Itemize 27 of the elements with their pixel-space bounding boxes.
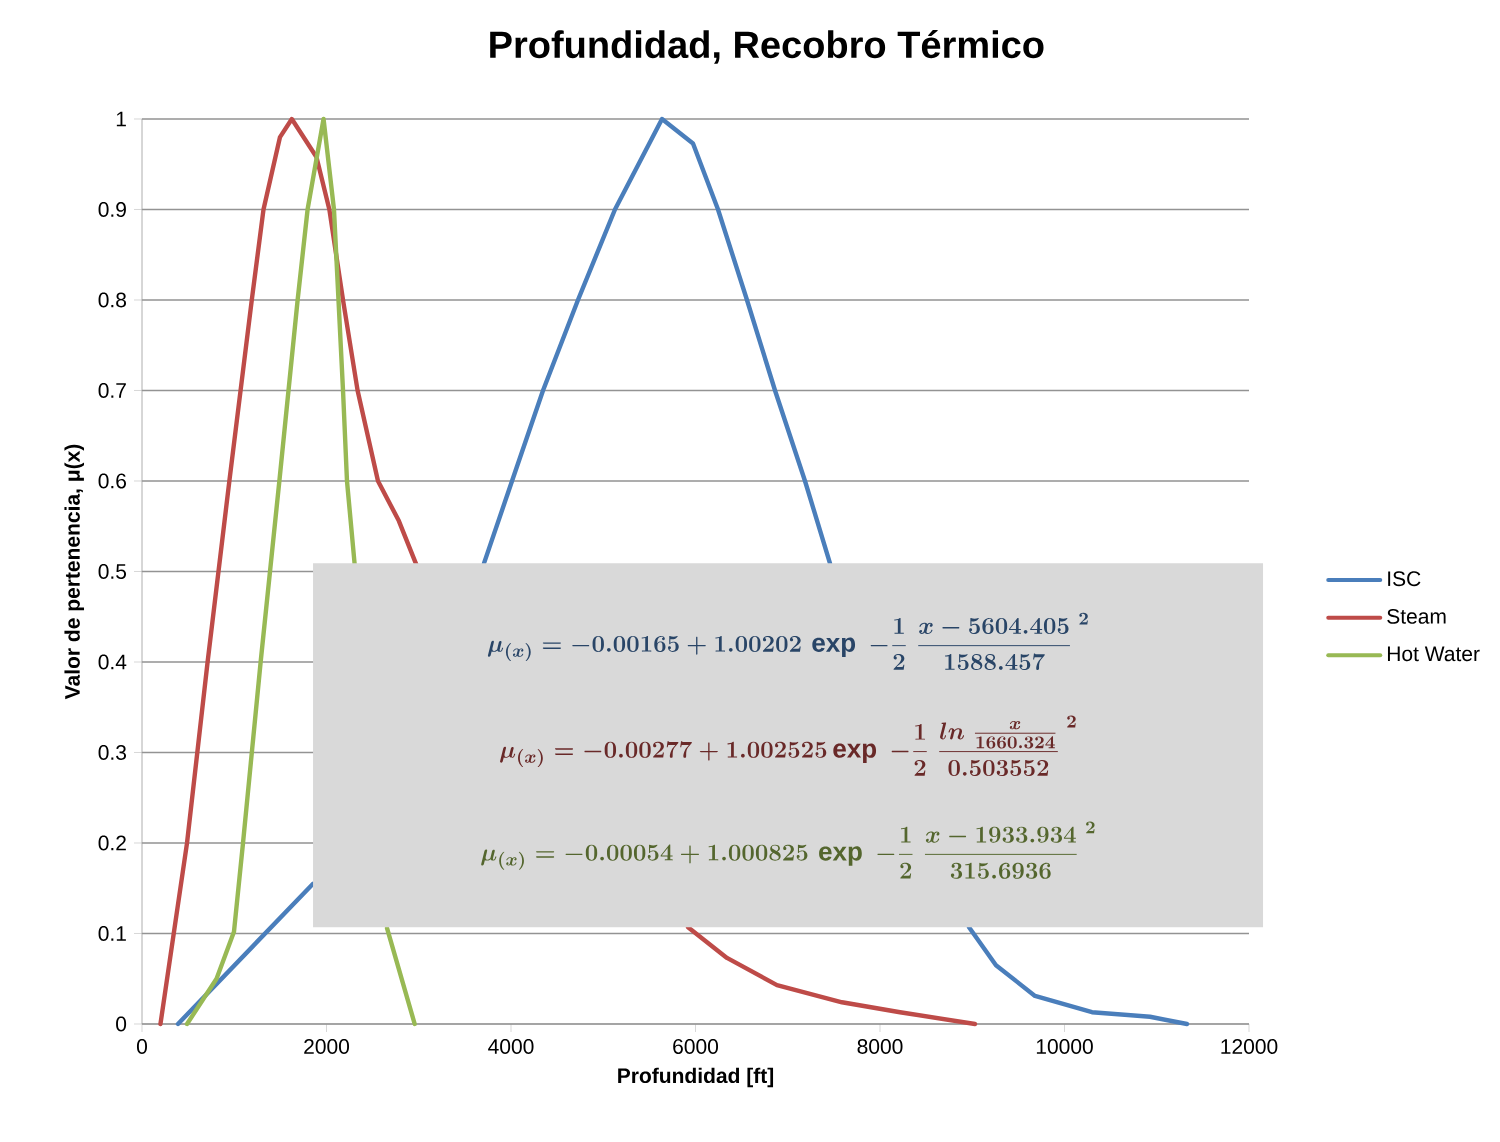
annotation: $\mu_{(x)} = -0.00165 + 1.00202\,\exp\;-\frac{1}{2}\;\frac{x-5604.405}{1588.457}^{\;2}$ xyxy=(487,612,1088,671)
y-tick-label: 0.5 xyxy=(98,564,127,579)
annotation: $\mu_{(x)} = -0.00277 + 1.002525\exp\;-\frac{1}{2}\;\frac{ln\;\frac{x}{1660.324}}{0.503552}^{\;2}$ xyxy=(500,715,1076,777)
y-tick-label: 1 xyxy=(116,111,126,127)
x-tick-label: 4000 xyxy=(488,1039,534,1054)
y-tick-label: 0.4 xyxy=(98,654,127,670)
x-axis-title: Profundidad [ft] xyxy=(618,1067,774,1088)
x-tick-label: 10000 xyxy=(1036,1039,1093,1054)
x-tick-label: 2000 xyxy=(304,1039,350,1054)
y-tick-label: 0 xyxy=(116,1016,127,1032)
x-tick-label: 0 xyxy=(136,1039,148,1054)
x-tick-label: 12000 xyxy=(1221,1039,1278,1054)
y-tick-label: 0.7 xyxy=(98,383,126,398)
annotation: $\mu_{(x)} = -0.00054 + 1.000825\,\exp\;-\frac{1}{2}\;\frac{x-1933.934}{315.6936}^{\;2}$ xyxy=(481,821,1095,879)
y-axis-title: Valor de pertenencia, μ(x) xyxy=(64,444,85,700)
y-tick-label: 0.2 xyxy=(98,835,126,851)
y-tick-label: 0.1 xyxy=(98,926,126,941)
y-tick-label: 0.6 xyxy=(98,473,127,489)
legend-label: ISC xyxy=(1388,571,1421,587)
y-tick-label: 0.8 xyxy=(98,292,127,308)
legend-label: Hot Water xyxy=(1387,646,1480,662)
x-tick-label: 6000 xyxy=(673,1039,719,1054)
chart-title: Profundidad, Recobro Térmico xyxy=(490,30,1044,64)
y-tick-label: 0.3 xyxy=(98,745,127,760)
y-tick-label: 0.9 xyxy=(98,202,126,217)
x-tick-label: 8000 xyxy=(857,1039,903,1054)
legend-label: Steam xyxy=(1387,608,1446,624)
